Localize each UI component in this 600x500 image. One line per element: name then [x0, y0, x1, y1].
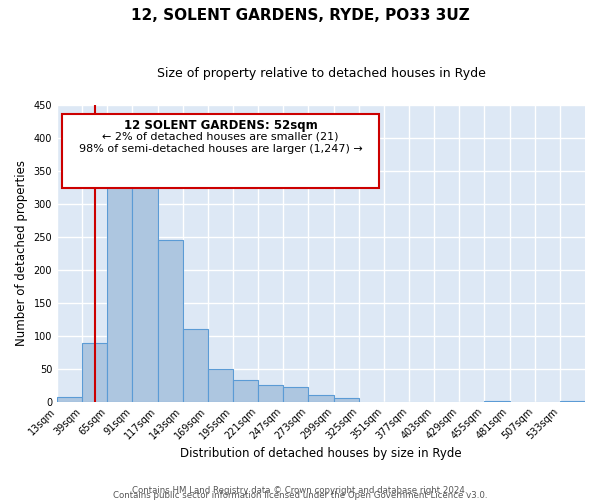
Y-axis label: Number of detached properties: Number of detached properties: [15, 160, 28, 346]
Text: 12 SOLENT GARDENS: 52sqm: 12 SOLENT GARDENS: 52sqm: [124, 118, 317, 132]
Bar: [283, 387, 308, 402]
Bar: [560, 401, 585, 402]
Text: Contains HM Land Registry data © Crown copyright and database right 2024.: Contains HM Land Registry data © Crown c…: [132, 486, 468, 495]
Bar: [158, 240, 183, 402]
Bar: [308, 395, 334, 402]
Bar: [57, 397, 82, 402]
FancyBboxPatch shape: [62, 114, 379, 188]
Bar: [484, 401, 509, 402]
Bar: [233, 380, 258, 402]
Text: Contains public sector information licensed under the Open Government Licence v3: Contains public sector information licen…: [113, 491, 487, 500]
Text: ← 2% of detached houses are smaller (21): ← 2% of detached houses are smaller (21): [103, 132, 339, 142]
Text: 98% of semi-detached houses are larger (1,247) →: 98% of semi-detached houses are larger (…: [79, 144, 362, 154]
Text: 12, SOLENT GARDENS, RYDE, PO33 3UZ: 12, SOLENT GARDENS, RYDE, PO33 3UZ: [131, 8, 469, 22]
Bar: [334, 398, 359, 402]
Bar: [107, 176, 133, 402]
Bar: [258, 384, 283, 402]
X-axis label: Distribution of detached houses by size in Ryde: Distribution of detached houses by size …: [180, 447, 462, 460]
Bar: [133, 181, 158, 402]
Bar: [208, 368, 233, 402]
Bar: [82, 343, 107, 402]
Title: Size of property relative to detached houses in Ryde: Size of property relative to detached ho…: [157, 68, 485, 80]
Bar: [183, 329, 208, 402]
